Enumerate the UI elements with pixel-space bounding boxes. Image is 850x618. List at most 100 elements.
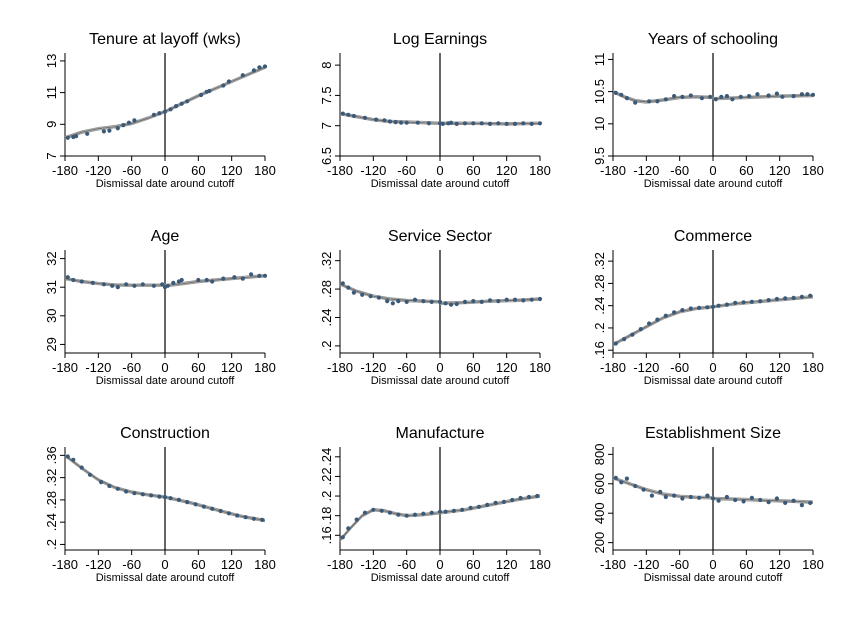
data-point (783, 296, 788, 301)
data-point (185, 99, 190, 104)
data-point (179, 101, 184, 106)
panel-title: Establishment Size (645, 425, 781, 442)
data-point (243, 515, 248, 520)
data-point (396, 512, 401, 517)
data-point (808, 293, 813, 298)
data-point (257, 273, 262, 278)
data-point (132, 118, 137, 123)
x-tick-label: -60 (670, 360, 689, 375)
fit-line-left (612, 306, 714, 346)
y-tick-label: .36 (44, 446, 59, 464)
data-point (115, 126, 120, 131)
data-point (421, 299, 426, 304)
y-tick-label: .2 (319, 340, 334, 351)
data-point (193, 502, 198, 507)
x-tick-label: 60 (466, 163, 480, 178)
x-tick-label: -180 (600, 360, 626, 375)
x-tick-label: 60 (191, 360, 205, 375)
data-point (774, 91, 780, 96)
data-point (724, 302, 730, 307)
x-tick-label: 120 (496, 557, 518, 572)
data-point (71, 277, 76, 283)
data-point (641, 487, 646, 492)
x-axis-label: Dismissal date around cutoff (371, 572, 511, 584)
x-tick-label: -120 (633, 557, 659, 572)
data-point (168, 107, 173, 112)
x-tick-label: -180 (600, 557, 626, 572)
y-tick-label: 13 (44, 54, 59, 68)
x-tick-label: 180 (529, 360, 551, 375)
data-point (485, 502, 490, 507)
data-point (235, 513, 240, 518)
data-point (151, 112, 156, 117)
data-point (382, 118, 387, 123)
fit-line-right-ci-upper (712, 93, 814, 98)
data-point (251, 68, 256, 73)
data-point (221, 83, 226, 88)
data-point (487, 121, 493, 126)
y-tick-label: .24 (319, 448, 334, 466)
data-point (496, 299, 501, 304)
data-point (196, 277, 201, 283)
data-point (730, 97, 735, 102)
fit-line-left (339, 509, 441, 541)
x-tick-label: -120 (85, 163, 111, 178)
panel-title: Age (151, 228, 180, 245)
x-axis-label: Dismissal date around cutoff (96, 375, 236, 387)
x-tick-label: 60 (466, 557, 480, 572)
y-tick-label: 11 (44, 86, 59, 100)
x-tick-label: 120 (496, 163, 518, 178)
data-point (115, 486, 120, 491)
data-point (157, 494, 162, 499)
data-point (132, 491, 137, 496)
data-point (176, 497, 181, 502)
data-point (638, 327, 643, 332)
data-point (79, 279, 84, 284)
x-tick-label: 60 (739, 557, 753, 572)
data-point (487, 298, 493, 303)
data-point (780, 94, 785, 99)
fit-line-right-ci-lower (439, 496, 541, 515)
y-tick-label: .32 (44, 469, 59, 487)
fit-line-right-ci-lower (164, 497, 266, 523)
x-tick-label: -120 (85, 360, 111, 375)
fit-line-left-ci-upper (64, 453, 166, 497)
data-point (221, 276, 226, 281)
panel-title: Manufacture (396, 425, 485, 442)
data-point (157, 111, 162, 116)
fit-line-right (712, 296, 814, 308)
x-tick-label: 180 (802, 163, 824, 178)
y-tick-label: .24 (319, 308, 334, 326)
data-point (454, 301, 459, 307)
x-tick-label: 180 (254, 557, 276, 572)
data-point (115, 285, 120, 290)
data-point (85, 131, 90, 136)
fit-line-left-ci-upper (612, 476, 714, 497)
fit-line-right-ci-upper (439, 494, 541, 512)
y-tick-label: 600 (592, 473, 607, 495)
x-tick-label: -180 (52, 360, 78, 375)
data-point (121, 123, 126, 128)
x-tick-label: 0 (436, 163, 443, 178)
fit-line-right-ci-lower (164, 68, 266, 114)
x-tick-label: -120 (633, 360, 659, 375)
data-point (162, 495, 168, 500)
data-point (633, 100, 638, 105)
data-point (479, 121, 484, 126)
data-point (529, 121, 534, 126)
data-point (99, 480, 104, 485)
data-point (710, 304, 716, 309)
fit-line-left (64, 111, 166, 139)
data-point (766, 298, 771, 303)
y-tick-label: 6.5 (319, 147, 334, 165)
data-point (791, 295, 796, 300)
y-tick-label: 9.5 (592, 147, 607, 165)
data-point (688, 494, 693, 500)
y-tick-label: .32 (592, 252, 607, 270)
data-point (733, 300, 738, 305)
x-tick-label: 180 (254, 163, 276, 178)
data-point (240, 276, 245, 281)
data-point (719, 94, 724, 99)
data-point (426, 121, 431, 126)
data-point (749, 299, 755, 304)
